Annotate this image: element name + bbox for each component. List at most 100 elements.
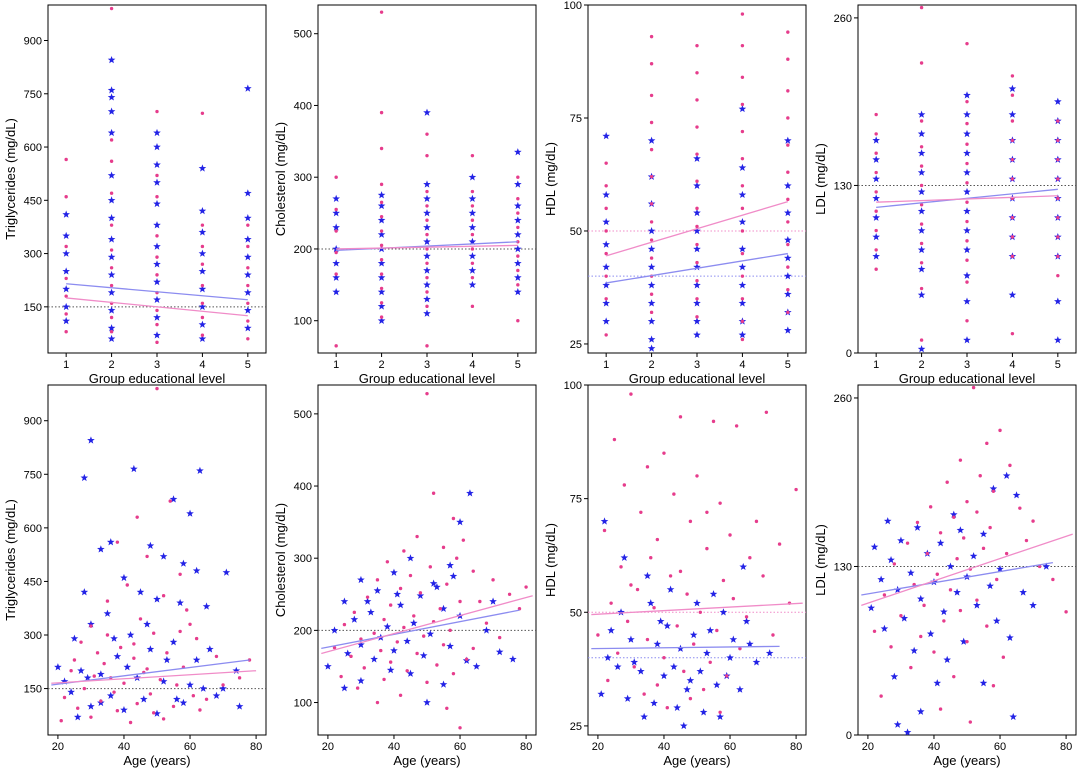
x-tick: 5 xyxy=(515,353,521,371)
point-male xyxy=(673,703,681,711)
plot-frame xyxy=(47,384,267,736)
point-male xyxy=(676,644,685,652)
y-tick-label: 100 xyxy=(564,0,582,12)
point-male xyxy=(350,615,359,623)
point-female xyxy=(965,319,969,323)
chart-hdl-age: 20 40 60 80 25 50 75 100 Age (years) HDL (mg/dL) xyxy=(543,380,807,768)
point-male xyxy=(107,171,116,179)
point-male xyxy=(468,209,477,217)
point-male xyxy=(62,302,70,311)
x-tick-label: 4 xyxy=(1009,359,1015,371)
point-male xyxy=(83,673,92,682)
plot-frame xyxy=(317,384,537,736)
point-male xyxy=(426,629,435,638)
point-male xyxy=(406,669,415,677)
point-female xyxy=(516,211,520,215)
point-male xyxy=(719,608,728,616)
point-female xyxy=(879,694,883,698)
point-female xyxy=(491,578,495,582)
point-male xyxy=(784,208,792,217)
x-tick: 3 xyxy=(964,353,970,371)
point-female xyxy=(412,614,416,618)
y-tick-label: 600 xyxy=(24,142,42,154)
point-female xyxy=(1010,119,1015,123)
chart-ldl-age: 20 40 60 80 0 130 260 Age (years) LDL (mg/dL) xyxy=(813,384,1077,768)
point-female xyxy=(919,203,924,207)
y-tick: 150 xyxy=(24,302,48,314)
point-male xyxy=(963,245,971,254)
point-male xyxy=(357,640,365,649)
point-female xyxy=(517,607,522,611)
point-female xyxy=(602,528,607,533)
point-female xyxy=(606,678,610,683)
point-female xyxy=(115,709,120,713)
point-male xyxy=(738,263,747,271)
point-female xyxy=(922,603,926,608)
y-tick-label: 900 xyxy=(24,36,42,48)
point-female xyxy=(118,645,123,650)
point-male xyxy=(62,231,70,240)
point-female xyxy=(874,228,878,233)
point-male xyxy=(607,626,615,634)
point-male xyxy=(139,695,148,703)
point-male xyxy=(202,602,211,610)
x-tick-label: 4 xyxy=(469,359,475,371)
point-male xyxy=(198,206,207,215)
y-tick: 600 xyxy=(24,523,48,535)
point-female xyxy=(334,344,338,348)
point-male xyxy=(1029,601,1037,609)
y-tick-label: 150 xyxy=(24,684,42,696)
point-male xyxy=(87,436,95,444)
point-female xyxy=(155,308,159,313)
point-female xyxy=(334,272,338,276)
point-female xyxy=(425,189,429,194)
point-male xyxy=(963,149,971,157)
point-male xyxy=(97,670,105,678)
point-male xyxy=(627,635,635,643)
point-male xyxy=(244,306,252,314)
point-female xyxy=(705,546,709,551)
point-female xyxy=(1024,538,1029,543)
point-male xyxy=(647,245,656,253)
point-male xyxy=(514,273,522,281)
x-tick: 20 xyxy=(322,735,334,753)
point-male xyxy=(617,608,625,616)
y-tick-label: 75 xyxy=(570,113,582,125)
point-female xyxy=(516,197,520,201)
point-male xyxy=(363,597,372,605)
point-male xyxy=(514,201,522,210)
point-male xyxy=(1054,297,1062,305)
x-tick: 3 xyxy=(694,353,700,371)
point-female xyxy=(478,599,482,604)
point-male xyxy=(917,110,926,118)
point-male xyxy=(650,699,658,707)
point-male xyxy=(423,223,431,231)
point-male xyxy=(340,597,349,605)
point-female xyxy=(200,301,205,305)
point-female xyxy=(471,569,475,573)
point-male xyxy=(219,684,227,692)
point-female xyxy=(955,557,959,561)
point-male xyxy=(482,626,491,634)
point-male xyxy=(107,107,116,115)
point-male xyxy=(456,518,464,526)
point-male xyxy=(910,646,918,654)
point-female xyxy=(1010,157,1015,162)
point-female xyxy=(604,161,608,165)
point-male xyxy=(946,562,955,570)
point-male xyxy=(620,553,629,561)
point-male xyxy=(867,603,876,612)
point-female xyxy=(470,247,475,251)
point-male xyxy=(332,209,340,217)
point-female xyxy=(942,619,946,623)
data-points xyxy=(867,385,1068,735)
point-male xyxy=(647,317,656,325)
point-female xyxy=(965,639,969,644)
point-female xyxy=(470,232,475,237)
point-male xyxy=(963,271,971,279)
point-male xyxy=(62,317,70,325)
point-male xyxy=(377,288,386,296)
y-tick: 50 xyxy=(570,226,588,238)
x-tick-label: 2 xyxy=(379,359,385,371)
point-female xyxy=(334,250,338,255)
